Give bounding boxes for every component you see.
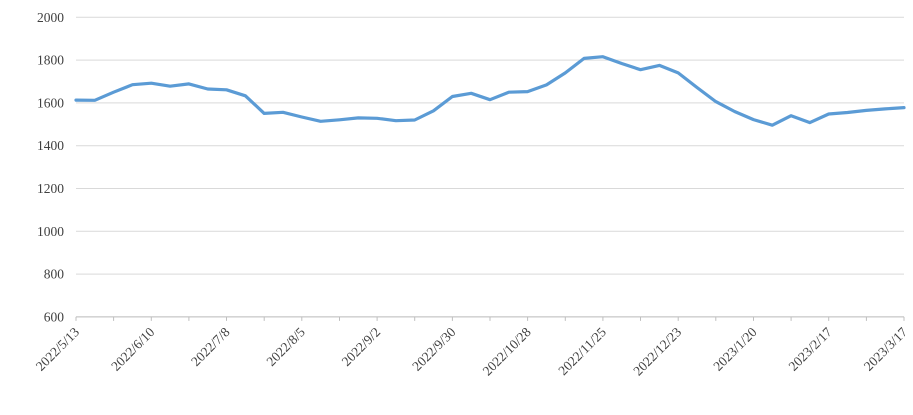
y-axis-tick-label: 1600 [37, 95, 64, 110]
x-axis-tick-label: 2022/6/10 [108, 324, 157, 373]
x-axis-tick-label: 2022/9/30 [409, 324, 458, 373]
data-series-line [74, 55, 906, 127]
y-axis-tick-label: 1200 [37, 181, 64, 196]
x-axis-tick-label: 2023/2/17 [785, 324, 834, 373]
x-axis-tick-label: 2022/12/23 [630, 324, 684, 378]
x-axis-tick-label: 2022/10/28 [480, 324, 534, 378]
y-axis-tick-label: 1400 [37, 138, 64, 153]
x-axis-tick-label: 2023/3/17 [861, 324, 910, 373]
x-axis-tick-label: 2022/8/5 [263, 324, 308, 369]
y-axis-tick-label: 600 [44, 309, 65, 324]
x-axis-tick-label: 2023/1/20 [710, 324, 759, 373]
x-axis-tick-label: 2022/9/2 [339, 324, 384, 369]
y-axis-tick-label: 1800 [37, 53, 64, 68]
x-axis-tick-label: 2022/11/25 [555, 324, 609, 378]
y-axis-tick-label: 1000 [37, 224, 64, 239]
x-axis-tick-label: 2022/5/13 [33, 324, 82, 373]
y-axis-tick-label: 800 [44, 267, 65, 282]
x-axis-tick-label: 2022/7/8 [188, 324, 233, 369]
y-axis-tick-label: 2000 [37, 10, 64, 25]
